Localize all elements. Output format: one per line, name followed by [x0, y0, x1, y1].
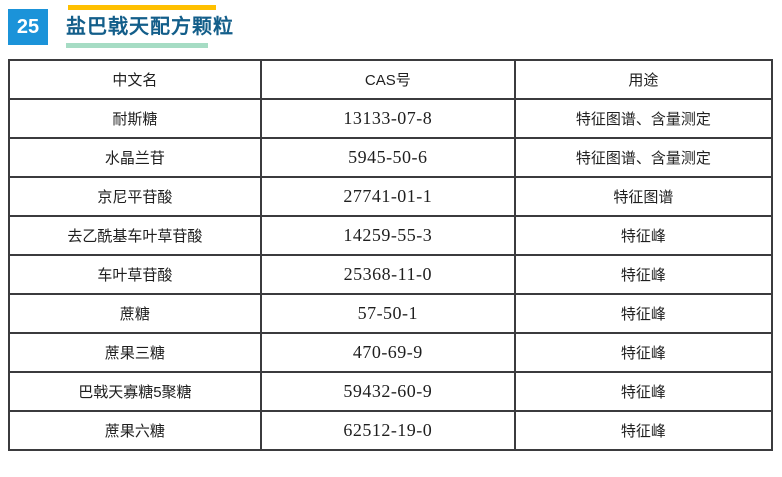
table-row: 蔗果三糖 470-69-9 特征峰 — [8, 332, 774, 373]
title-block: 盐巴戟天配方颗粒 — [66, 5, 234, 48]
cell-chinese-name: 蔗果三糖 — [8, 332, 262, 373]
column-header-usage: 用途 — [513, 59, 774, 100]
title-accent-bar-bottom — [66, 43, 208, 48]
cell-cas-number: 5945-50-6 — [259, 137, 516, 178]
cell-cas-number: 14259-55-3 — [259, 215, 516, 256]
table-row: 去乙酰基车叶草苷酸 14259-55-3 特征峰 — [8, 215, 774, 256]
cell-usage: 特征峰 — [513, 410, 774, 451]
compound-table: 中文名 CAS号 用途 耐斯糖 13133-07-8 特征图谱、含量测定 水晶兰… — [8, 59, 774, 451]
page-title: 盐巴戟天配方颗粒 — [66, 16, 234, 38]
table-row: 京尼平苷酸 27741-01-1 特征图谱 — [8, 176, 774, 217]
section-number-badge: 25 — [8, 9, 48, 45]
cell-chinese-name: 蔗糖 — [8, 293, 262, 334]
table-body: 耐斯糖 13133-07-8 特征图谱、含量测定 水晶兰苷 5945-50-6 … — [8, 98, 774, 451]
table-row: 蔗糖 57-50-1 特征峰 — [8, 293, 774, 334]
table-row: 水晶兰苷 5945-50-6 特征图谱、含量测定 — [8, 137, 774, 178]
cell-usage: 特征峰 — [513, 254, 774, 295]
cell-chinese-name: 水晶兰苷 — [8, 137, 262, 178]
column-header-chinese-name: 中文名 — [8, 59, 262, 100]
cell-chinese-name: 蔗果六糖 — [8, 410, 262, 451]
table-row: 耐斯糖 13133-07-8 特征图谱、含量测定 — [8, 98, 774, 139]
table-row: 蔗果六糖 62512-19-0 特征峰 — [8, 410, 774, 451]
cell-cas-number: 13133-07-8 — [259, 98, 516, 139]
cell-chinese-name: 车叶草苷酸 — [8, 254, 262, 295]
column-header-cas-number: CAS号 — [259, 59, 516, 100]
cell-cas-number: 59432-60-9 — [259, 371, 516, 412]
cell-usage: 特征峰 — [513, 371, 774, 412]
table-row: 巴戟天寡糖5聚糖 59432-60-9 特征峰 — [8, 371, 774, 412]
cell-cas-number: 470-69-9 — [259, 332, 516, 373]
cell-usage: 特征图谱、含量测定 — [513, 137, 774, 178]
table-row: 车叶草苷酸 25368-11-0 特征峰 — [8, 254, 774, 295]
cell-usage: 特征峰 — [513, 215, 774, 256]
cell-cas-number: 25368-11-0 — [259, 254, 516, 295]
header-row: 中文名 CAS号 用途 — [8, 59, 774, 100]
title-accent-bar-top — [68, 5, 216, 10]
cell-cas-number: 57-50-1 — [259, 293, 516, 334]
cell-usage: 特征峰 — [513, 332, 774, 373]
cell-usage: 特征峰 — [513, 293, 774, 334]
cell-chinese-name: 耐斯糖 — [8, 98, 262, 139]
cell-usage: 特征图谱、含量测定 — [513, 98, 774, 139]
cell-usage: 特征图谱 — [513, 176, 774, 217]
cell-cas-number: 27741-01-1 — [259, 176, 516, 217]
cell-chinese-name: 巴戟天寡糖5聚糖 — [8, 371, 262, 412]
table-header: 中文名 CAS号 用途 — [8, 59, 774, 100]
cell-chinese-name: 京尼平苷酸 — [8, 176, 262, 217]
cell-chinese-name: 去乙酰基车叶草苷酸 — [8, 215, 262, 256]
cell-cas-number: 62512-19-0 — [259, 410, 516, 451]
